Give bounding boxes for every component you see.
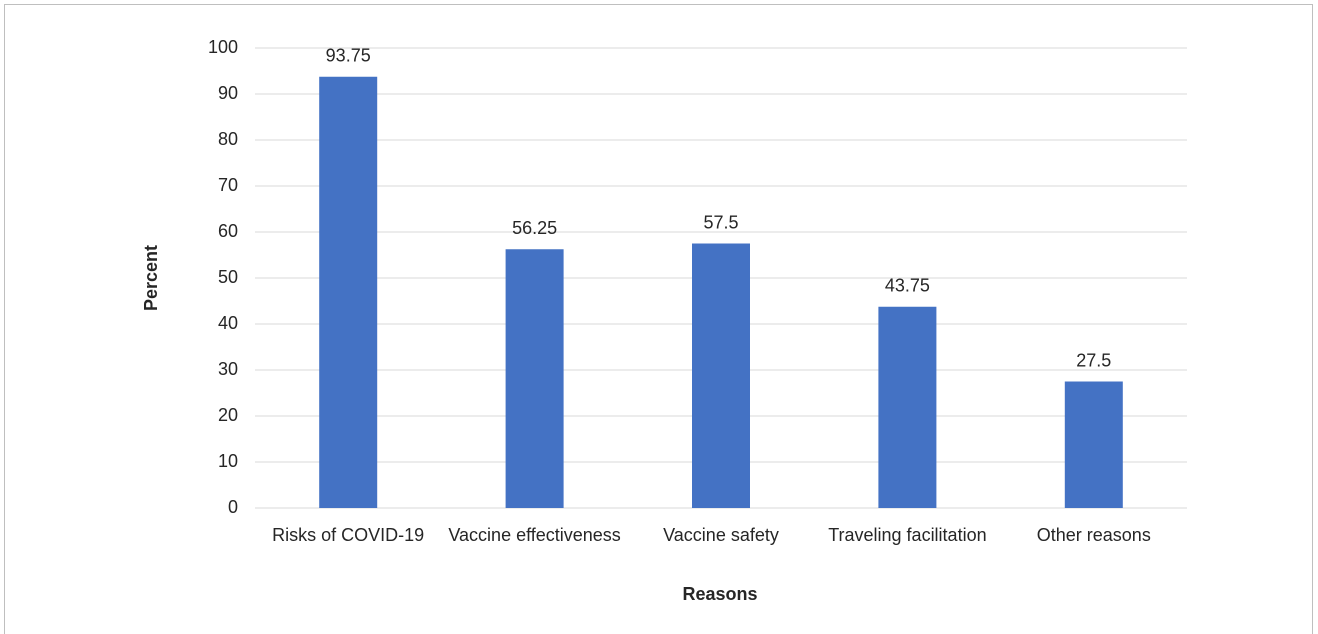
y-tick-label: 30 [218, 359, 238, 379]
y-tick-label: 40 [218, 313, 238, 333]
y-tick-label: 50 [218, 267, 238, 287]
x-axis-title: Reasons [682, 584, 757, 604]
bar [878, 306, 937, 508]
data-label: 43.75 [885, 276, 930, 296]
y-tick-label: 80 [218, 129, 238, 149]
bar [692, 243, 750, 508]
data-label: 93.75 [326, 46, 371, 66]
y-tick-label: 90 [218, 83, 238, 103]
y-tick-label: 0 [228, 497, 238, 517]
y-tick-label: 70 [218, 175, 238, 195]
data-label: 56.25 [512, 218, 557, 238]
y-tick-label: 10 [218, 451, 238, 471]
bar [1064, 381, 1123, 508]
bar [505, 249, 564, 508]
x-tick-label: Traveling facilitation [828, 525, 987, 545]
data-label: 27.5 [1076, 350, 1111, 370]
data-label: 57.5 [703, 212, 738, 232]
y-tick-label: 20 [218, 405, 238, 425]
x-tick-label: Risks of COVID-19 [272, 525, 425, 545]
y-tick-label: 60 [218, 221, 238, 241]
bar [319, 76, 378, 508]
x-tick-label: Other reasons [1036, 525, 1151, 545]
x-tick-label: Vaccine effectiveness [448, 525, 621, 545]
frame [4, 4, 1313, 634]
y-tick-label: 100 [208, 37, 238, 57]
x-tick-label: Vaccine safety [663, 525, 779, 545]
y-axis-title: Percent [141, 245, 161, 311]
